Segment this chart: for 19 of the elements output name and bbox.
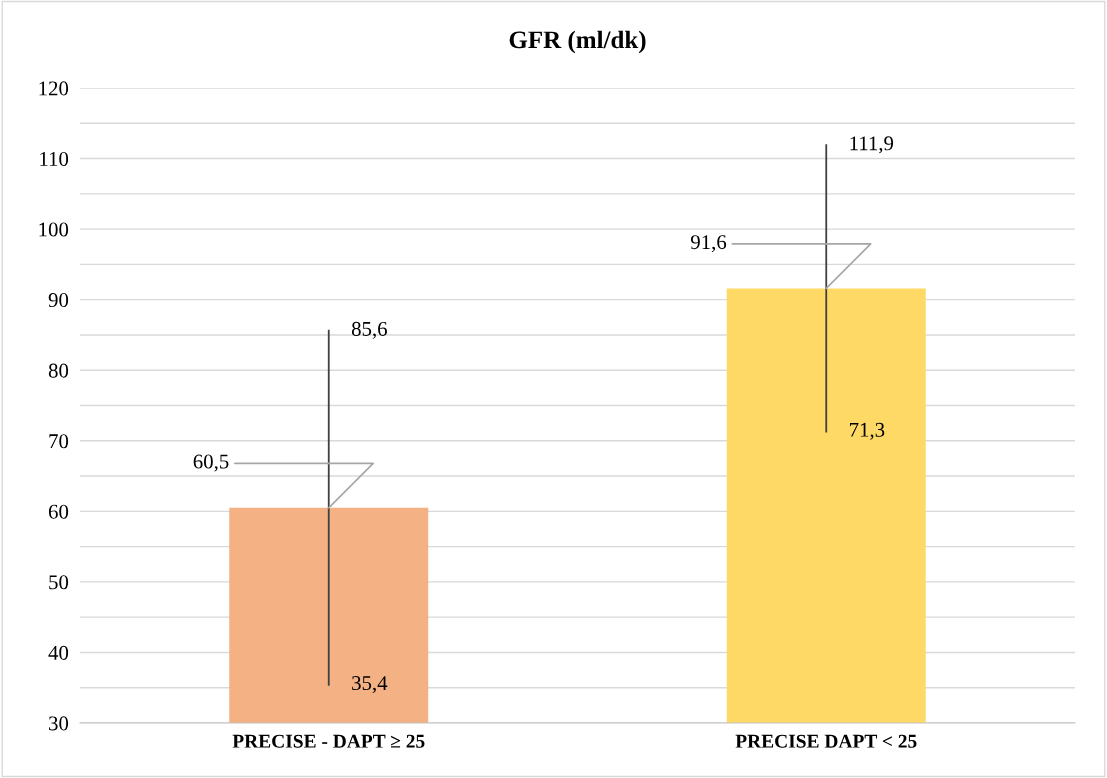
y-tick-label: 30	[49, 716, 69, 731]
y-tick-label: 80	[48, 363, 69, 378]
y-tick-label: 90	[48, 293, 69, 308]
annotation: 71,3	[850, 422, 885, 440]
annotation: 85,6	[351, 321, 387, 339]
y-tick-label: 50	[49, 575, 69, 590]
annotation: 35,4	[352, 676, 388, 694]
y-tick-label: 60	[48, 504, 69, 519]
y-tick-label: 110	[40, 151, 69, 166]
annotation: 111,9	[850, 136, 894, 154]
x-tick-label: PRECISE - DAPT ≥ 25	[232, 734, 425, 748]
y-tick-label: 120	[39, 81, 69, 96]
x-tick-label: PRECISE DAPT < 25	[735, 734, 917, 748]
y-tick-label: 40	[48, 645, 69, 660]
data-label: 60,5	[193, 454, 229, 472]
chart-title: GFR (ml/dk)	[509, 30, 646, 54]
y-tick-label: 70	[49, 434, 69, 449]
data-label: 91,6	[690, 235, 727, 253]
y-tick-label: 100	[39, 222, 69, 237]
